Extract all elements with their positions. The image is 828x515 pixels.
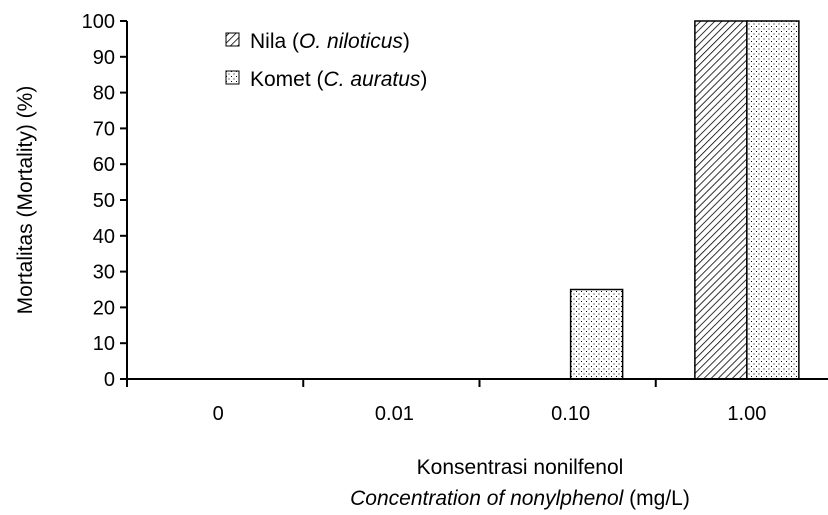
x-axis-title-line1: Konsentrasi nonilfenol (417, 456, 624, 479)
x-tick-label-0.10: 0.10 (551, 403, 590, 425)
y-tick-label-30: 30 (93, 262, 115, 284)
y-tick-label-0: 0 (104, 369, 115, 391)
x-tick-label-0: 0 (213, 403, 224, 425)
bar-diagonal-hatch-1.00 (694, 20, 748, 380)
axes: 0 10 20 30 40 50 60 70 80 90 100 0 0.01 0.10 1.00 (82, 11, 828, 425)
bars (569, 20, 800, 380)
y-tick-label-10: 10 (93, 333, 115, 355)
bar-dotted-0.10 (569, 288, 624, 380)
y-tick-label-60: 60 (93, 154, 115, 176)
y-tick-label-90: 90 (93, 47, 115, 69)
legend-label-nila: Nila (O. niloticus) (250, 30, 410, 53)
y-tick-label-40: 40 (93, 226, 115, 248)
y-tick-label-70: 70 (93, 118, 115, 140)
x-tick-label-1.00: 1.00 (727, 403, 766, 425)
y-tick-label-100: 100 (82, 11, 115, 33)
y-tick-label-80: 80 (93, 83, 115, 105)
y-tick-label-50: 50 (93, 190, 115, 212)
x-axis-title-line2: Concentration of nonylphenol (mg/L) (350, 487, 690, 510)
x-tick-label-0.01: 0.01 (375, 403, 414, 425)
legend-swatch-nila (225, 32, 240, 47)
legend: Nila (O. niloticus) Komet (C. auratus) (225, 30, 427, 91)
legend-swatch-komet (225, 70, 240, 85)
legend-label-komet: Komet (C. auratus) (250, 68, 427, 91)
bar-dotted-1.00 (746, 20, 800, 380)
y-tick-label-20: 20 (93, 297, 115, 319)
y-axis-title: Mortalitas (Mortality) (%) (14, 86, 37, 315)
